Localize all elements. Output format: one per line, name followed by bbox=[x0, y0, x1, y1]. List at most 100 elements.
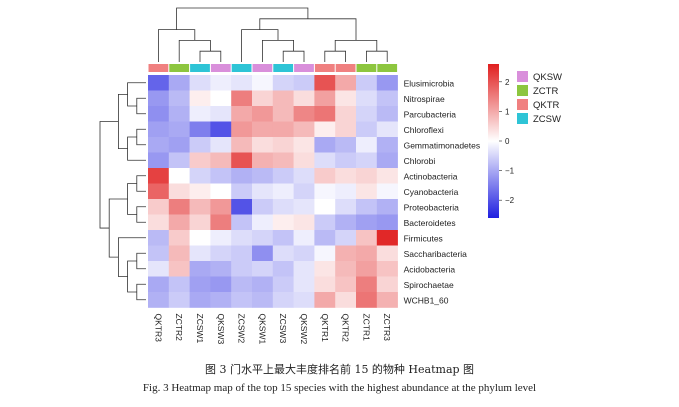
group-legend: QKSW ZCTR QKTR ZCSW bbox=[517, 71, 562, 125]
legend-swatch bbox=[517, 71, 528, 82]
heatmap-cell bbox=[252, 152, 274, 169]
heatmap-cell bbox=[272, 214, 294, 231]
heatmap-cell bbox=[189, 199, 211, 215]
heatmap-cell bbox=[272, 199, 294, 215]
heatmap-cell bbox=[376, 75, 398, 91]
heatmap-cell bbox=[210, 90, 232, 107]
dendrogram-branch bbox=[136, 206, 146, 223]
column-labels: QKTR3 ZCTR2 ZCSW1 QKSW3 ZCSW2 QKSW1 ZCSW3 QKSW2… bbox=[153, 314, 392, 345]
heatmap-cell bbox=[168, 183, 190, 200]
column-label: QKSW2 bbox=[299, 314, 309, 345]
row-label: Chloroflexi bbox=[404, 125, 444, 135]
dendrogram-branch bbox=[127, 183, 137, 215]
dendrogram-branch bbox=[136, 128, 146, 146]
group-bar-cell bbox=[252, 64, 273, 72]
colorbar-tick-label: 2 bbox=[505, 78, 510, 87]
heatmap-cell bbox=[272, 152, 294, 169]
heatmap-cell bbox=[168, 168, 190, 184]
heatmap-cell bbox=[335, 183, 357, 200]
heatmap-cell bbox=[356, 106, 378, 122]
heatmap-cell bbox=[168, 245, 190, 262]
heatmap-cell bbox=[314, 292, 336, 308]
heatmap-cell bbox=[314, 152, 336, 169]
heatmap-cell bbox=[335, 261, 357, 277]
heatmap-cell bbox=[293, 183, 315, 200]
heatmap-cell bbox=[210, 199, 232, 215]
heatmap-cell bbox=[168, 214, 190, 231]
heatmap-cell bbox=[293, 152, 315, 169]
heatmap-cell bbox=[293, 199, 315, 215]
dendrogram-branch bbox=[199, 50, 222, 62]
legend-swatch bbox=[517, 99, 528, 110]
row-dendrogram bbox=[99, 82, 146, 301]
heatmap-cell bbox=[356, 199, 378, 215]
heatmap-cell bbox=[189, 261, 211, 277]
legend-label: ZCTR bbox=[533, 86, 558, 97]
legend-label: QKTR bbox=[533, 100, 560, 111]
heatmap-cell bbox=[376, 292, 398, 308]
heatmap-cell bbox=[252, 90, 274, 107]
group-bar-cell bbox=[190, 64, 210, 72]
group-bar-cell bbox=[294, 64, 314, 72]
group-bar-cell bbox=[335, 64, 356, 72]
dendrogram-branch bbox=[241, 29, 279, 62]
heatmap-cell bbox=[231, 168, 253, 184]
heatmap-cell bbox=[314, 261, 336, 277]
heatmap-cell bbox=[376, 261, 398, 277]
heatmap-cell bbox=[148, 90, 170, 107]
heatmap-cell bbox=[293, 214, 315, 231]
heatmap-cell bbox=[376, 152, 398, 169]
dendrogram-branch bbox=[366, 50, 388, 62]
heatmap-cell bbox=[189, 121, 211, 138]
heatmap-cell bbox=[356, 137, 378, 153]
column-label: QKTR1 bbox=[320, 314, 330, 343]
heatmap-cell bbox=[210, 276, 232, 293]
heatmap-cell bbox=[335, 106, 357, 122]
heatmap-cell bbox=[335, 121, 357, 138]
dendrogram-branch bbox=[259, 18, 357, 41]
heatmap-cell bbox=[210, 106, 232, 122]
heatmap-cell bbox=[314, 199, 336, 215]
dendrogram-branch bbox=[324, 50, 346, 62]
heatmap-cell bbox=[272, 106, 294, 122]
row-label: Chlorobi bbox=[404, 156, 436, 166]
heatmap-cell bbox=[231, 199, 253, 215]
heatmap-cell bbox=[293, 245, 315, 262]
row-label: Nitrospirae bbox=[404, 94, 445, 104]
dendrogram-branch bbox=[127, 136, 146, 161]
heatmap-cell bbox=[148, 121, 170, 138]
heatmap-cell bbox=[356, 292, 378, 308]
heatmap-cell bbox=[231, 292, 253, 308]
heatmap-cell bbox=[272, 121, 294, 138]
heatmap-cell bbox=[376, 245, 398, 262]
row-label: Elusimicrobia bbox=[404, 78, 455, 88]
group-bar-cell bbox=[356, 64, 377, 72]
heatmap-cell bbox=[272, 276, 294, 293]
heatmap-cell bbox=[168, 199, 190, 215]
row-label: Actinobacteria bbox=[404, 171, 458, 181]
heatmap-cell bbox=[314, 106, 336, 122]
heatmap-cell bbox=[148, 230, 170, 246]
heatmap-cell bbox=[148, 199, 170, 215]
heatmap-cell bbox=[148, 245, 170, 262]
row-labels: Elusimicrobia Nitrospirae Parcubacteria Chl… bbox=[404, 78, 481, 305]
heatmap-cell bbox=[189, 230, 211, 246]
heatmap-cell bbox=[148, 214, 170, 231]
row-label: Acidobacteria bbox=[404, 264, 456, 274]
heatmap-cell bbox=[252, 106, 274, 122]
row-label: Saccharibacteria bbox=[404, 249, 468, 259]
group-bar-cell bbox=[169, 64, 190, 72]
heatmap-cell bbox=[210, 230, 232, 246]
heatmap-cell bbox=[376, 183, 398, 200]
group-bar-cell bbox=[231, 64, 252, 72]
heatmap-cell bbox=[293, 75, 315, 91]
heatmap-cell bbox=[210, 137, 232, 153]
heatmap-cell bbox=[189, 292, 211, 308]
heatmap-cell bbox=[252, 245, 274, 262]
heatmap-cell bbox=[335, 276, 357, 293]
heatmap-cell bbox=[252, 261, 274, 277]
heatmap-cell bbox=[148, 292, 170, 308]
heatmap-cell bbox=[272, 230, 294, 246]
heatmap-cell bbox=[231, 214, 253, 231]
heatmap-cell bbox=[314, 245, 336, 262]
